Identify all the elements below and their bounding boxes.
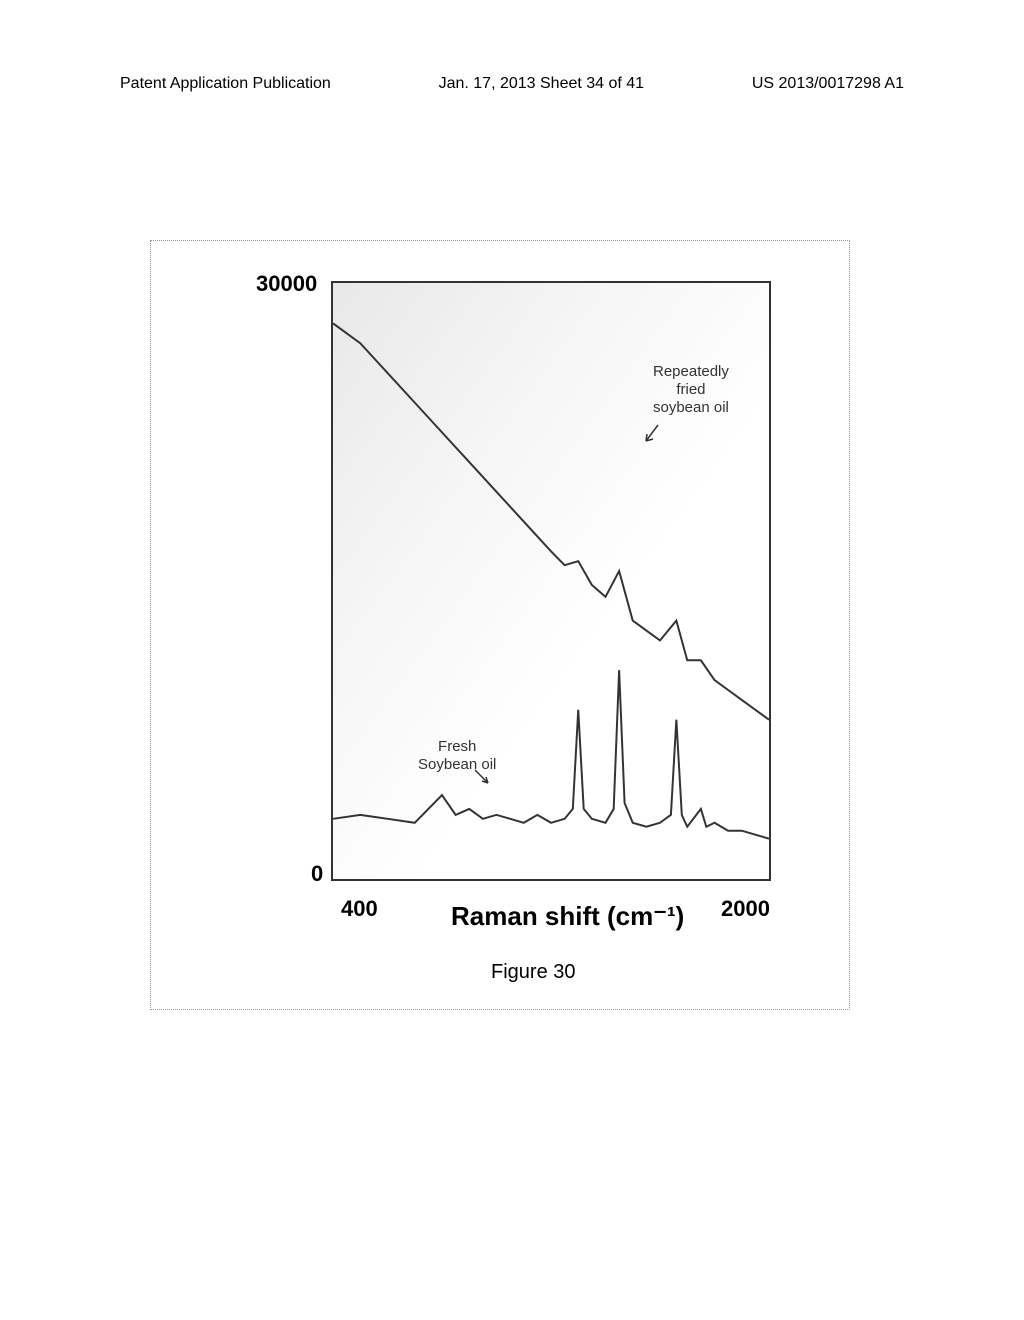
y-axis-tick-min: 0 — [311, 861, 323, 887]
page-header: Patent Application Publication Jan. 17, … — [0, 75, 1024, 93]
fresh-soybean-line — [333, 670, 769, 838]
x-axis-label: Raman shift (cm⁻¹) — [451, 901, 684, 932]
x-axis-tick-max: 2000 — [721, 896, 770, 922]
header-right: US 2013/0017298 A1 — [752, 75, 904, 93]
y-axis-tick-max: 30000 — [256, 271, 317, 297]
header-left: Patent Application Publication — [120, 75, 331, 93]
arrow-icon — [473, 768, 493, 788]
fried-soybean-label: Repeatedly fried soybean oil — [653, 363, 729, 417]
figure-caption: Figure 30 — [491, 961, 576, 984]
header-center: Jan. 17, 2013 Sheet 34 of 41 — [439, 75, 645, 93]
figure-container: 30000 0 400 2000 Intensity (a.u.) Raman … — [150, 240, 850, 1010]
x-axis-tick-min: 400 — [341, 896, 378, 922]
raman-spectrum-chart: Fresh Soybean oil Repeatedly fried soybe… — [331, 281, 771, 881]
arrow-icon — [643, 423, 663, 443]
